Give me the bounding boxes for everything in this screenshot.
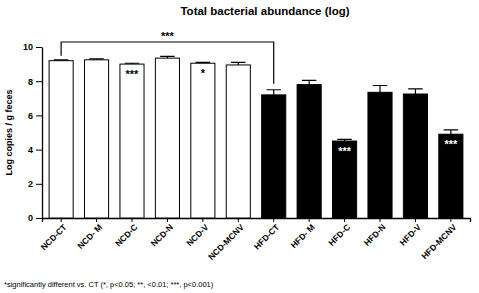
- x-tick: NCD-MCNV: [206, 218, 246, 262]
- error-bar: [444, 130, 458, 134]
- y-tick-label: 10: [23, 42, 33, 52]
- error-bar: [408, 89, 422, 94]
- x-tick: NCD-C: [113, 218, 139, 249]
- error-bar: [231, 62, 245, 65]
- x-tick-label: HFD-CT: [252, 222, 282, 252]
- x-tick: HFD-N: [362, 218, 388, 248]
- y-tick-label: 0: [28, 213, 33, 223]
- bar: [368, 92, 392, 218]
- error-bar: [302, 80, 316, 84]
- x-tick-label: NCD-N: [149, 222, 175, 248]
- x-tick-label: HFD-V: [398, 222, 424, 248]
- bar: [226, 65, 250, 218]
- y-tick-mark: [36, 184, 42, 185]
- x-tick-label: NCD-CT: [39, 222, 70, 253]
- y-tick: 4: [28, 145, 42, 155]
- x-tick: HFD-MCNV: [419, 218, 458, 261]
- x-tick: NCD-V: [184, 218, 210, 248]
- x-tick-label: NCD-MCNV: [206, 222, 246, 262]
- x-tick: HFD-CT: [252, 218, 282, 252]
- y-axis-line: [42, 48, 43, 219]
- y-tick: 2: [28, 179, 42, 189]
- x-tick: HFD-C: [326, 218, 352, 248]
- bar: [155, 58, 179, 218]
- x-tick-mark: [131, 218, 132, 222]
- y-tick: 10: [23, 42, 42, 52]
- x-tick-mark: [61, 218, 62, 222]
- x-tick: NCD-CT: [39, 218, 70, 252]
- x-tick-label: HFD-N: [362, 222, 388, 248]
- x-tick: NCD-N: [149, 218, 175, 249]
- x-tick-mark: [344, 218, 345, 222]
- x-tick: HFD-V: [398, 218, 424, 248]
- y-tick-mark: [36, 47, 42, 48]
- y-tick-mark: [36, 81, 42, 82]
- x-tick-label: HFD-C: [326, 222, 352, 248]
- error-bar: [54, 59, 68, 61]
- x-tick-label: NCD-C: [113, 222, 139, 248]
- y-tick-label: 2: [28, 179, 33, 189]
- y-axis: 0 2 4 6 8 10: [23, 42, 43, 223]
- y-tick-label: 8: [28, 77, 33, 87]
- x-tick-label: HFD-MCNV: [419, 222, 458, 261]
- bracket: [61, 42, 274, 84]
- significance-mark: ***: [444, 138, 458, 150]
- y-tick: 8: [28, 77, 42, 87]
- error-bar: [89, 58, 103, 60]
- significance-mark: ***: [126, 68, 140, 80]
- x-tick-mark: [96, 218, 97, 222]
- x-tick-label: NCD-V: [184, 222, 210, 248]
- bar: [120, 64, 144, 218]
- bar: [85, 60, 109, 218]
- bar: [191, 63, 215, 218]
- y-axis-title: Log copies / g feces: [4, 89, 14, 175]
- x-tick-mark: [202, 218, 203, 222]
- x-tick-mark: [309, 218, 310, 222]
- bar: [333, 141, 357, 218]
- y-tick-mark: [36, 218, 42, 219]
- significance-mark: *: [201, 67, 206, 79]
- error-bar: [160, 56, 174, 58]
- significance-mark: ***: [338, 145, 352, 157]
- x-tick: HFD- M: [289, 218, 317, 250]
- chart: Total bacterial abundance (log) Log copie…: [0, 0, 479, 293]
- x-tick-label: NCD- M: [75, 222, 104, 251]
- y-tick-label: 4: [28, 145, 33, 155]
- x-tick-mark: [415, 218, 416, 222]
- x-tick-mark: [380, 218, 381, 222]
- bar: [403, 94, 427, 218]
- y-tick: 0: [28, 213, 42, 223]
- bar: [439, 134, 463, 218]
- error-bar: [373, 85, 387, 92]
- error-bar: [196, 62, 210, 64]
- bracket-label: ***: [161, 30, 175, 42]
- error-bar: [337, 139, 351, 141]
- x-tick-mark: [273, 218, 274, 222]
- x-tick-mark: [450, 218, 451, 222]
- x-axis: NCD-CTNCD- MNCD-CNCD-NNCD-VNCD-MCNVHFD-C…: [39, 218, 471, 262]
- x-tick: NCD- M: [75, 218, 104, 251]
- x-tick-mark: [167, 218, 168, 222]
- x-tick-label: HFD- M: [289, 222, 317, 250]
- plot-area: [49, 56, 463, 218]
- error-bar: [125, 63, 139, 65]
- footnote: *significantly different vs. CT (*, p<0.…: [4, 280, 214, 289]
- bar: [297, 85, 321, 218]
- y-tick: 6: [28, 111, 42, 121]
- x-tick-mark: [238, 218, 239, 222]
- y-tick-mark: [36, 115, 42, 116]
- bar: [262, 95, 286, 218]
- y-tick-mark: [36, 150, 42, 151]
- bar: [49, 61, 73, 218]
- title: Total bacterial abundance (log): [180, 5, 349, 17]
- x-axis-line: [43, 219, 471, 223]
- error-bar: [266, 90, 280, 95]
- y-tick-label: 6: [28, 111, 33, 121]
